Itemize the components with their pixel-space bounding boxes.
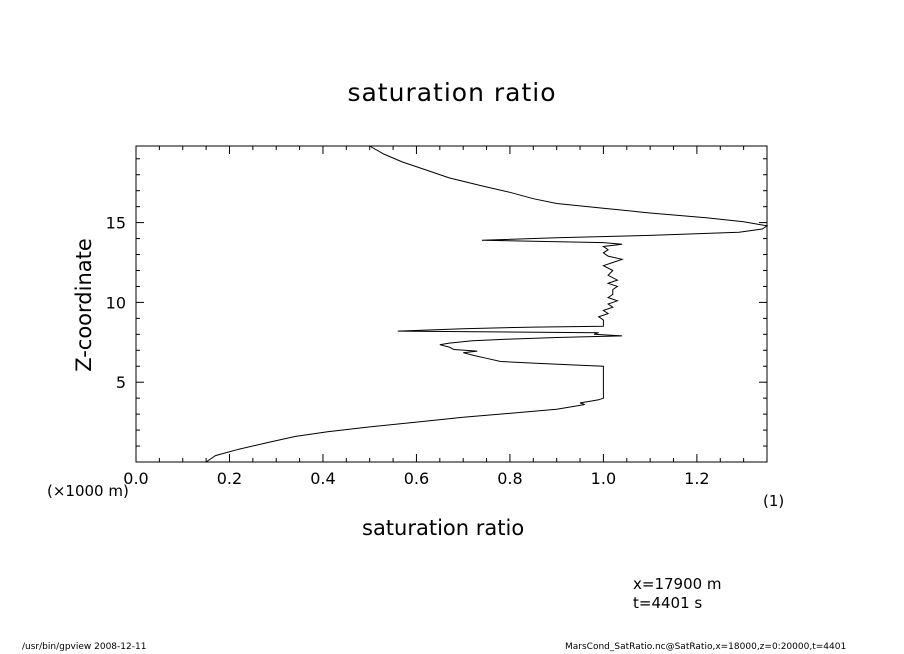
footer-program-date: /usr/bin/gpview 2008-12-11 bbox=[22, 642, 147, 652]
chart-title: saturation ratio bbox=[347, 78, 557, 107]
x-axis-unit-label: (1) bbox=[763, 492, 785, 510]
y-tick-label: 10 bbox=[106, 293, 126, 312]
x-tick-label: 0.0 bbox=[123, 469, 148, 488]
plot-frame bbox=[135, 145, 768, 463]
x-tick-label: 0.4 bbox=[310, 469, 335, 488]
x-tick-label: 0.6 bbox=[404, 469, 429, 488]
y-axis-unit-label: (×1000 m) bbox=[47, 482, 129, 500]
axis-ticks bbox=[135, 146, 768, 462]
x-tick-label: 1.0 bbox=[591, 469, 616, 488]
x-tick-label: 0.2 bbox=[217, 469, 242, 488]
position-annotation: x=17900 m bbox=[633, 575, 722, 593]
x-tick-label: 1.2 bbox=[684, 469, 709, 488]
axis-tick-labels: 0.0 0.2 0.4 0.6 0.8 1.0 1.2 5 10 15 bbox=[106, 214, 710, 488]
x-axis-label: saturation ratio bbox=[362, 516, 525, 540]
footer-source-file: MarsCond_SatRatio.nc@SatRatio,x=18000,z=… bbox=[565, 642, 847, 652]
y-tick-label: 5 bbox=[116, 373, 126, 392]
x-tick-label: 0.8 bbox=[497, 469, 522, 488]
y-tick-label: 15 bbox=[106, 214, 126, 233]
time-annotation: t=4401 s bbox=[633, 594, 703, 612]
y-axis-label: Z-coordinate bbox=[72, 238, 96, 372]
saturation-ratio-line bbox=[205, 145, 769, 463]
